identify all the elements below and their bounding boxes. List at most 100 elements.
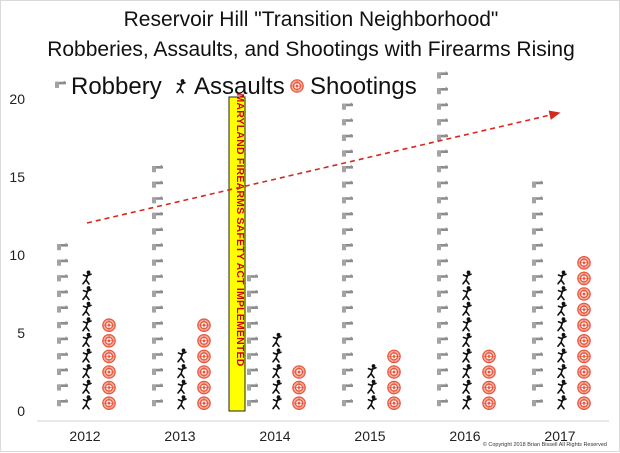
legend-robbery-label: Robbery	[71, 73, 162, 100]
bar-robbery-2012	[57, 243, 68, 407]
gun-icon	[532, 336, 543, 344]
person-icon	[462, 394, 472, 410]
target-icon	[481, 364, 497, 380]
target-icon	[196, 318, 212, 333]
gun-icon	[437, 102, 448, 110]
legend-assaults-label: Assaults	[194, 73, 285, 100]
target-icon	[576, 333, 592, 348]
person-icon	[177, 347, 187, 363]
target-icon	[576, 271, 592, 286]
person-icon	[462, 269, 472, 285]
legend: Robbery Assaults Shootings	[55, 73, 417, 100]
person-icon	[367, 394, 377, 410]
x-axis: 2012 2013 2014 2015 2016 2017	[69, 428, 575, 444]
target-icon	[576, 349, 592, 364]
bar-assaults-2016	[462, 269, 472, 410]
legend-shootings-icon	[289, 78, 305, 94]
gun-icon	[247, 336, 258, 344]
person-icon	[557, 332, 567, 348]
gun-icon	[532, 227, 543, 235]
gun-icon	[342, 274, 353, 282]
legend-shootings-label: Shootings	[310, 73, 417, 100]
target-icon	[386, 349, 402, 364]
person-icon	[367, 363, 377, 379]
gun-icon	[342, 227, 353, 235]
gun-icon	[342, 321, 353, 329]
gun-icon	[532, 352, 543, 360]
person-icon	[557, 269, 567, 285]
gun-icon	[437, 149, 448, 157]
gun-icon	[342, 258, 353, 266]
gun-icon	[437, 352, 448, 360]
gun-icon	[247, 321, 258, 329]
target-icon	[101, 396, 117, 411]
gun-icon	[437, 71, 448, 79]
target-icon	[481, 396, 497, 411]
target-icon	[576, 364, 592, 380]
person-icon	[557, 300, 567, 317]
bar-robbery-2015	[342, 102, 353, 407]
gun-icon	[532, 258, 543, 266]
bar-shootings-2012	[101, 318, 117, 411]
gun-icon	[152, 352, 163, 360]
gun-icon	[152, 274, 163, 282]
gun-icon	[342, 149, 353, 157]
bar-robbery-2013	[152, 165, 163, 407]
gun-icon	[437, 305, 448, 313]
gun-icon	[437, 212, 448, 219]
gun-icon	[342, 196, 353, 204]
person-icon	[177, 378, 187, 395]
target-icon	[101, 364, 117, 380]
person-icon	[557, 394, 567, 410]
gun-icon	[152, 383, 163, 391]
gun-icon	[152, 336, 163, 344]
copyright-notice: © Copyright 2018 Brian Bissell All Right…	[483, 441, 607, 448]
gun-icon	[437, 368, 448, 375]
gun-icon	[437, 227, 448, 235]
person-icon	[557, 285, 567, 301]
person-icon	[177, 363, 187, 379]
gun-icon	[437, 165, 448, 173]
gun-icon	[342, 243, 353, 251]
gun-icon	[437, 274, 448, 282]
person-icon	[82, 285, 92, 301]
person-icon	[82, 300, 92, 317]
legend-robbery-icon	[55, 81, 66, 88]
person-icon	[82, 363, 92, 379]
gun-icon	[57, 352, 68, 360]
y-tick-label: 0	[17, 403, 25, 419]
gun-icon	[437, 336, 448, 344]
gun-icon	[342, 383, 353, 391]
person-icon	[557, 316, 567, 332]
target-icon	[576, 286, 592, 302]
person-icon	[82, 316, 92, 332]
y-tick-label: 20	[9, 91, 25, 107]
gun-icon	[152, 368, 163, 375]
gun-icon	[342, 102, 353, 110]
gun-icon	[342, 399, 353, 407]
gun-icon	[532, 305, 543, 313]
bar-shootings-2016	[481, 349, 497, 411]
person-icon	[82, 347, 92, 363]
x-tick-label: 2017	[544, 428, 575, 444]
gun-icon	[152, 196, 163, 204]
bar-assaults-2014	[272, 332, 282, 410]
person-icon	[82, 332, 92, 348]
person-icon	[557, 378, 567, 395]
gun-icon	[437, 196, 448, 204]
person-icon	[272, 332, 282, 348]
person-icon	[462, 332, 472, 348]
bar-assaults-2015	[367, 363, 377, 410]
gun-icon	[57, 305, 68, 313]
gun-icon	[437, 180, 448, 188]
gun-icon	[342, 290, 353, 297]
bar-robbery-2014	[247, 274, 258, 407]
gun-icon	[532, 290, 543, 297]
gun-icon	[342, 336, 353, 344]
gun-icon	[247, 274, 258, 282]
person-icon	[557, 363, 567, 379]
target-icon	[576, 396, 592, 411]
person-icon	[462, 363, 472, 379]
gun-icon	[152, 212, 163, 219]
